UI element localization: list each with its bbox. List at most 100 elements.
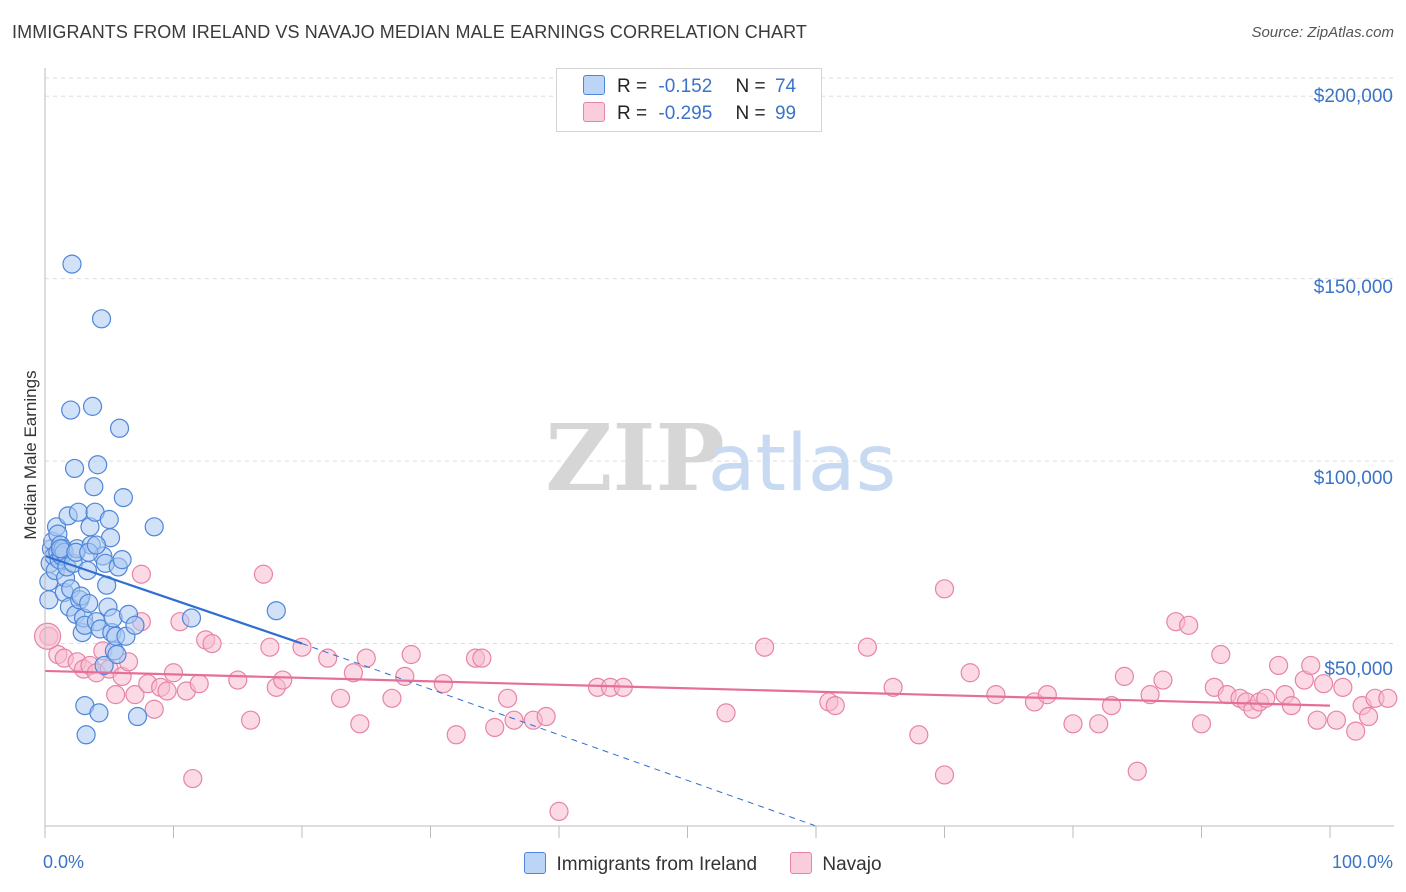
navajo-point bbox=[260, 637, 280, 657]
navajo-point bbox=[1378, 688, 1398, 708]
navajo-point bbox=[960, 663, 980, 683]
ireland-point bbox=[181, 608, 202, 628]
legend-item-ireland[interactable]: Immigrants from Ireland bbox=[524, 852, 757, 876]
ireland-swatch bbox=[583, 75, 605, 95]
navajo-point bbox=[401, 644, 421, 665]
navajo-point bbox=[825, 695, 845, 716]
navajo-point bbox=[241, 710, 261, 730]
ireland-point bbox=[113, 488, 133, 508]
navajo-point bbox=[857, 637, 878, 657]
ireland-point bbox=[99, 509, 119, 530]
navajo-point bbox=[330, 688, 351, 708]
ireland-trend-extension bbox=[301, 643, 817, 827]
y-tick-50000: $50,000 bbox=[1324, 659, 1393, 680]
navajo-point bbox=[1358, 706, 1379, 727]
navajo-point bbox=[536, 706, 556, 727]
navajo-point bbox=[202, 633, 222, 654]
navajo-point bbox=[1153, 670, 1173, 690]
navajo-point bbox=[157, 681, 177, 701]
navajo-point bbox=[131, 564, 151, 584]
navajo-point bbox=[934, 765, 955, 785]
chart-title: IMMIGRANTS FROM IRELAND VS NAVAJO MEDIAN… bbox=[12, 22, 807, 42]
navajo-point bbox=[1313, 674, 1334, 694]
navajo-point bbox=[986, 685, 1006, 705]
navajo-point bbox=[909, 725, 929, 745]
legend-label-ireland: Immigrants from Ireland bbox=[556, 854, 758, 875]
ireland-point bbox=[125, 615, 145, 635]
legend-n-value: 74 bbox=[774, 76, 797, 97]
ireland-legend-swatch bbox=[524, 852, 547, 874]
navajo-point bbox=[1346, 721, 1366, 741]
ireland-point bbox=[86, 535, 107, 555]
series-legend: Immigrants from Ireland Navajo bbox=[0, 852, 1406, 876]
ireland-point bbox=[112, 550, 132, 570]
y-tick-100000: $100,000 bbox=[1313, 468, 1393, 489]
navajo-point bbox=[498, 688, 518, 708]
legend-r-value: -0.295 bbox=[658, 103, 713, 124]
navajo-point bbox=[318, 648, 338, 668]
navajo-point bbox=[106, 685, 126, 705]
y-tick-150000: $150,000 bbox=[1313, 277, 1393, 298]
navajo-point bbox=[433, 674, 453, 694]
ireland-point bbox=[89, 703, 109, 723]
navajo-point bbox=[1326, 710, 1347, 730]
ireland-point bbox=[144, 517, 164, 537]
navajo-point bbox=[350, 714, 370, 734]
legend-label-navajo: Navajo bbox=[822, 854, 882, 875]
navajo-point bbox=[163, 663, 184, 683]
legend-r-label: R = bbox=[617, 76, 648, 97]
navajo-point bbox=[504, 710, 524, 730]
navajo-point bbox=[446, 725, 466, 745]
navajo-point bbox=[1140, 685, 1160, 705]
navajo-point bbox=[273, 670, 293, 690]
legend-r-label: R = bbox=[617, 103, 648, 124]
navajo-point bbox=[189, 674, 209, 694]
ireland-point bbox=[62, 254, 82, 274]
x-tick-min: 0.0% bbox=[43, 852, 85, 872]
legend-r-value: -0.152 bbox=[658, 76, 713, 97]
navajo-point bbox=[144, 699, 164, 719]
legend-item-navajo[interactable]: Navajo bbox=[790, 852, 882, 876]
y-tick-200000: $200,000 bbox=[1313, 86, 1393, 107]
navajo-point bbox=[1301, 655, 1321, 676]
navajo-point bbox=[33, 622, 62, 650]
ireland-point bbox=[107, 644, 127, 665]
navajo-point bbox=[754, 637, 775, 657]
x-tick-max: 100.0% bbox=[1331, 852, 1393, 872]
ireland-point bbox=[76, 725, 96, 745]
ireland-point bbox=[109, 418, 130, 438]
ireland-point bbox=[84, 477, 104, 497]
navajo-point bbox=[1307, 710, 1327, 730]
stats-legend: R = -0.152 N = 74 R = -0.295 N = 99 bbox=[556, 68, 822, 132]
navajo-point bbox=[1114, 666, 1135, 687]
navajo-point bbox=[125, 685, 145, 705]
navajo-point bbox=[934, 579, 955, 599]
watermark-zip: ZIP bbox=[545, 404, 724, 512]
navajo-point bbox=[549, 801, 569, 822]
navajo-point bbox=[1179, 615, 1199, 635]
ireland-point bbox=[64, 458, 85, 479]
navajo-point bbox=[1037, 685, 1057, 705]
legend-row-navajo: R = -0.295 N = 99 bbox=[583, 102, 796, 128]
navajo-swatch bbox=[583, 102, 605, 122]
navajo-point bbox=[472, 648, 492, 668]
navajo-point bbox=[883, 677, 903, 697]
legend-n-label: N = bbox=[735, 76, 766, 97]
ireland-trend-line bbox=[44, 554, 303, 645]
navajo-point bbox=[1191, 714, 1212, 734]
navajo-point bbox=[382, 688, 402, 708]
navajo-point bbox=[716, 703, 736, 723]
navajo-point bbox=[228, 670, 248, 690]
navajo-point bbox=[1333, 677, 1353, 697]
navajo-point bbox=[356, 648, 376, 668]
watermark-atlas: atlas bbox=[708, 419, 897, 509]
ireland-point bbox=[68, 502, 89, 522]
source-label: Source: ZipAtlas.com bbox=[1251, 24, 1394, 41]
navajo-point bbox=[1211, 644, 1231, 665]
ireland-point bbox=[127, 706, 148, 727]
navajo-point bbox=[253, 564, 274, 584]
navajo-point bbox=[1127, 761, 1147, 781]
ireland-point bbox=[91, 309, 112, 329]
ireland-point bbox=[79, 593, 99, 614]
